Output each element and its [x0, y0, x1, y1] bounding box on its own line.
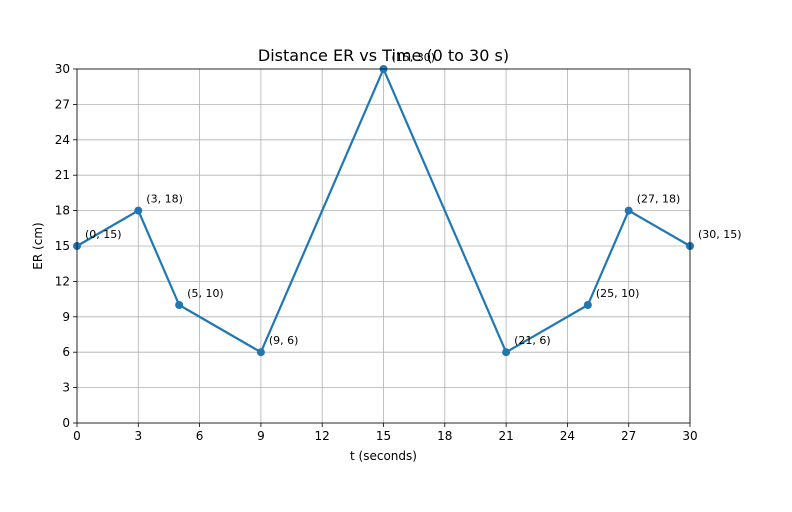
grid: [76, 68, 691, 424]
data-label: (30, 15): [698, 228, 742, 241]
data-label: (5, 10): [187, 287, 224, 300]
x-tick-label: 27: [621, 429, 636, 443]
x-tick-label: 30: [682, 429, 697, 443]
x-tick-label: 6: [196, 429, 204, 443]
y-tick-label: 27: [55, 97, 70, 111]
chart-title: Distance ER vs Time (0 to 30 s): [258, 46, 509, 65]
y-tick-label: 3: [62, 381, 70, 395]
x-tick-label: 21: [498, 429, 513, 443]
data-point: [502, 348, 511, 357]
data-label: (15, 30): [392, 51, 436, 64]
y-tick-label: 6: [62, 345, 70, 359]
x-tick-label: 24: [560, 429, 575, 443]
data-label: (3, 18): [146, 193, 183, 206]
data-label: (21, 6): [514, 334, 551, 347]
data-point: [134, 206, 143, 215]
x-tick-label: 15: [376, 429, 391, 443]
y-tick-label: 12: [55, 274, 70, 288]
data-label: (9, 6): [269, 334, 299, 347]
y-tick-label: 9: [62, 310, 70, 324]
y-tick-label: 21: [55, 168, 70, 182]
x-tick-label: 3: [134, 429, 142, 443]
x-tick-label: 18: [437, 429, 452, 443]
data-point: [624, 206, 633, 215]
axis-ticks: 0 3 6 9 12 15 18 21 24 27 30 0 3 6 9 12 15 18 21 24 27 30: [55, 62, 698, 443]
y-axis-label: ER (cm): [31, 222, 45, 269]
x-tick-label: 9: [257, 429, 265, 443]
plot-frame: [76, 68, 691, 424]
data-label: (0, 15): [85, 228, 122, 241]
data-point: [583, 301, 592, 309]
data-point: [256, 348, 265, 357]
data-label: (25, 10): [596, 287, 640, 300]
x-tick-label: 12: [315, 429, 330, 443]
y-tick-label: 30: [55, 62, 70, 76]
data-point: [175, 301, 184, 309]
x-axis-label: t (seconds): [350, 449, 417, 463]
y-tick-label: 0: [62, 416, 70, 430]
data-label: (27, 18): [637, 193, 681, 206]
series-points: [73, 65, 694, 357]
x-tick-label: 0: [73, 429, 81, 443]
y-tick-label: 24: [55, 133, 70, 147]
point-labels: (0, 15) (3, 18) (5, 10) (9, 6) (15, 30) (21, …: [85, 51, 742, 347]
y-tick-label: 18: [55, 204, 70, 218]
y-tick-label: 15: [55, 239, 70, 253]
